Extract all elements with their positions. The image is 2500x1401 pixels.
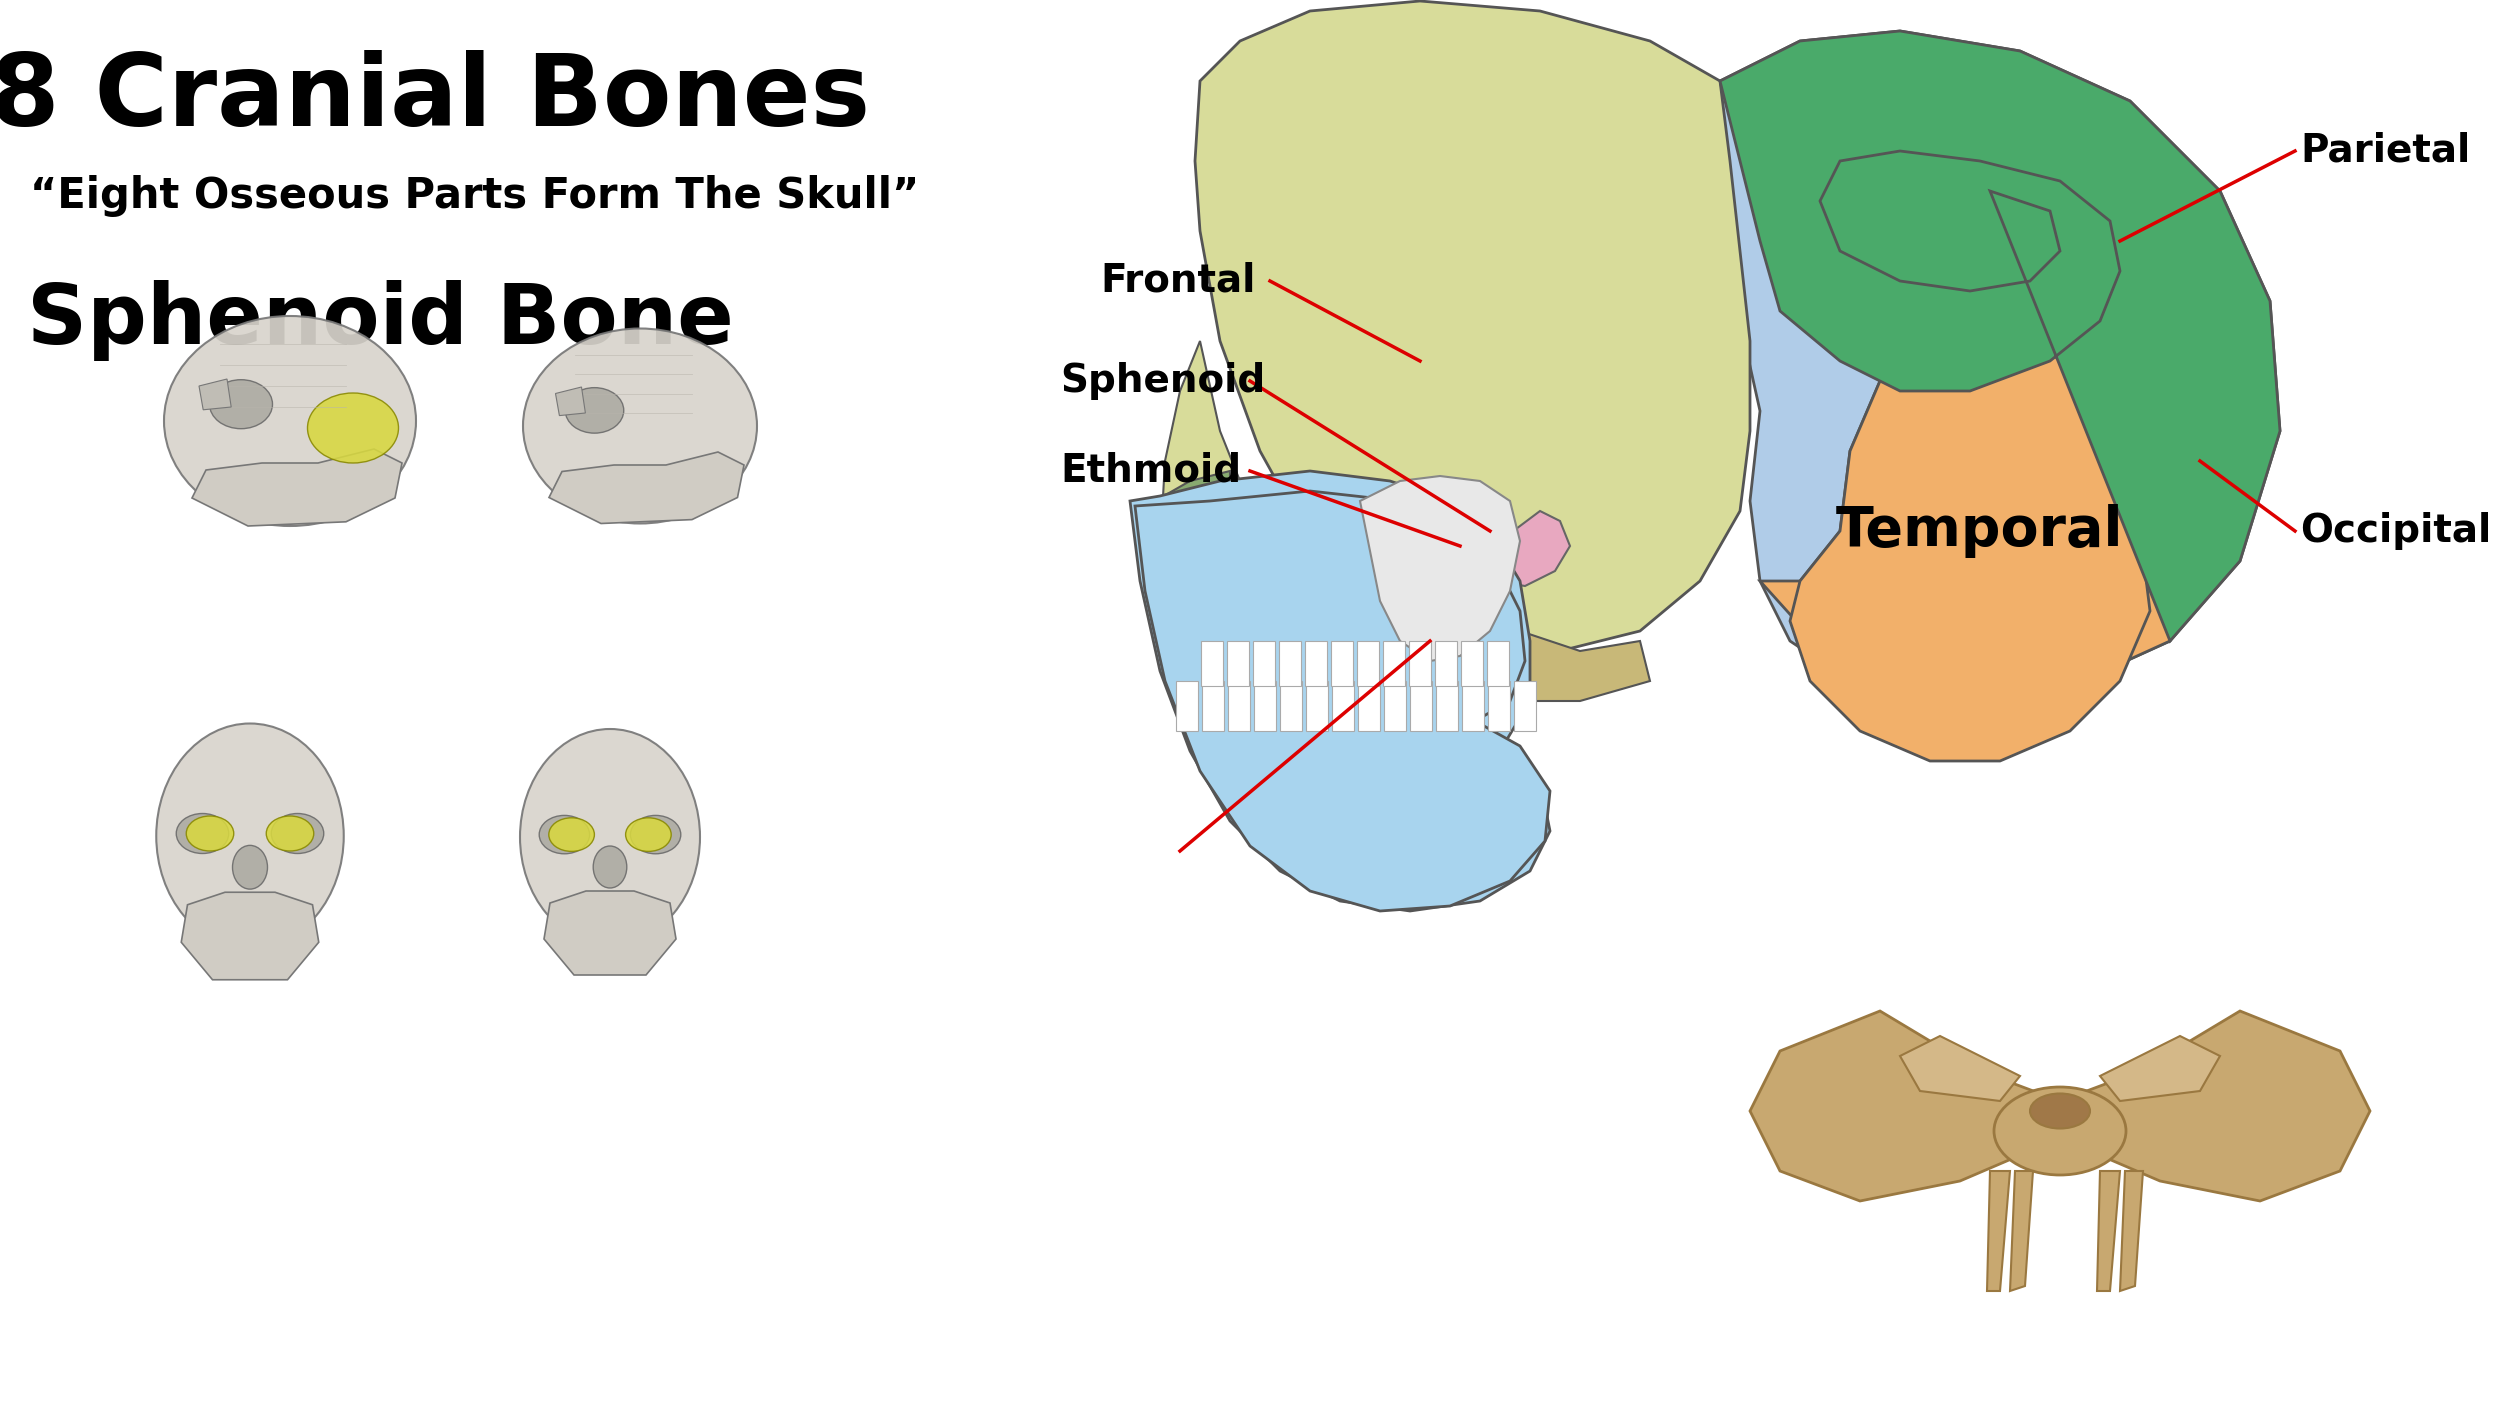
Polygon shape [1280,642,1300,686]
Ellipse shape [565,388,625,433]
Polygon shape [1760,311,2220,700]
Polygon shape [192,448,402,525]
Polygon shape [1410,681,1432,731]
Polygon shape [1255,681,1275,731]
Polygon shape [1202,681,1225,731]
Polygon shape [1790,311,2150,761]
Polygon shape [1228,681,1250,731]
Polygon shape [1383,642,1405,686]
Polygon shape [1195,1,1750,651]
Ellipse shape [165,317,415,525]
Polygon shape [182,892,320,979]
Ellipse shape [175,814,230,853]
Polygon shape [1482,511,1570,586]
Ellipse shape [185,815,235,850]
Text: 8 Cranial Bones: 8 Cranial Bones [0,50,870,147]
Polygon shape [1400,601,1650,700]
Polygon shape [1358,681,1380,731]
Polygon shape [1200,642,1222,686]
Ellipse shape [540,815,590,853]
Polygon shape [555,387,585,416]
Polygon shape [1332,681,1355,731]
Polygon shape [1160,340,1440,741]
Polygon shape [1135,490,1550,911]
Polygon shape [1280,681,1302,731]
Polygon shape [2098,1171,2120,1290]
Polygon shape [2100,1035,2220,1101]
Polygon shape [1175,681,1198,731]
Ellipse shape [268,815,315,850]
Ellipse shape [232,845,268,890]
Polygon shape [1252,642,1275,686]
Polygon shape [1410,642,1430,686]
Polygon shape [1305,681,1328,731]
Ellipse shape [2030,1094,2090,1128]
Polygon shape [1720,31,2280,700]
Polygon shape [2060,1012,2370,1201]
Polygon shape [1460,642,1482,686]
Text: “Eight Osseous Parts Form The Skull”: “Eight Osseous Parts Form The Skull” [30,175,920,217]
Ellipse shape [155,723,345,948]
Polygon shape [545,891,675,975]
Text: Ethmoid: Ethmoid [1060,453,1240,490]
Text: Frontal: Frontal [1100,262,1255,300]
Polygon shape [1515,681,1535,731]
Text: Occipital: Occipital [2300,511,2490,551]
Polygon shape [1155,471,1230,546]
Ellipse shape [592,846,628,888]
Polygon shape [1900,1035,2020,1101]
Text: Temporal: Temporal [1835,504,2125,558]
Polygon shape [1435,642,1458,686]
Polygon shape [1385,681,1405,731]
Ellipse shape [210,380,272,429]
Polygon shape [1720,31,2280,642]
Ellipse shape [550,818,595,852]
Polygon shape [1305,642,1328,686]
Polygon shape [1438,525,1500,572]
Polygon shape [1488,642,1510,686]
Ellipse shape [520,729,700,946]
Polygon shape [1360,476,1520,661]
Polygon shape [1435,681,1458,731]
Polygon shape [550,453,745,524]
Polygon shape [1330,642,1352,686]
Polygon shape [2010,1171,2032,1290]
Polygon shape [1750,1012,2060,1201]
Ellipse shape [270,814,325,853]
Polygon shape [2120,1171,2142,1290]
Polygon shape [1462,681,1485,731]
Text: Sphenoid Bone: Sphenoid Bone [28,280,732,361]
Ellipse shape [630,815,680,853]
Polygon shape [1488,681,1510,731]
Ellipse shape [522,328,758,524]
Ellipse shape [308,394,398,462]
Polygon shape [200,380,230,410]
Text: Sphenoid: Sphenoid [1060,361,1265,401]
Polygon shape [1130,471,1550,911]
Polygon shape [1228,642,1250,686]
Polygon shape [1988,1171,2010,1290]
Polygon shape [1358,642,1380,686]
Ellipse shape [625,818,670,852]
Text: Parietal: Parietal [2300,132,2470,170]
Ellipse shape [1995,1087,2125,1175]
